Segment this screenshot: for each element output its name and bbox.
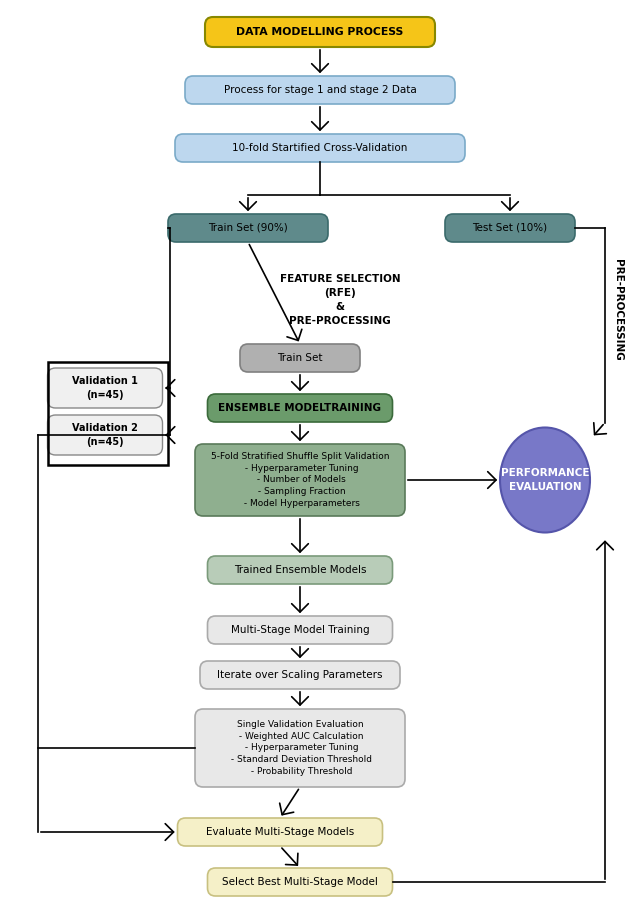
Text: Trained Ensemble Models: Trained Ensemble Models — [234, 565, 366, 575]
Text: Process for stage 1 and stage 2 Data: Process for stage 1 and stage 2 Data — [223, 85, 417, 95]
Text: Single Validation Evaluation
 - Weighted AUC Calculation
 - Hyperparameter Tunin: Single Validation Evaluation - Weighted … — [228, 720, 372, 776]
Text: PERFORMANCE
EVALUATION: PERFORMANCE EVALUATION — [500, 468, 589, 492]
FancyBboxPatch shape — [205, 17, 435, 47]
FancyBboxPatch shape — [207, 616, 392, 644]
FancyBboxPatch shape — [168, 214, 328, 242]
FancyBboxPatch shape — [175, 134, 465, 162]
Text: 5-Fold Stratified Shuffle Split Validation
 - Hyperparameter Tuning
 - Number of: 5-Fold Stratified Shuffle Split Validati… — [211, 452, 389, 508]
FancyBboxPatch shape — [200, 661, 400, 689]
Text: Train Set: Train Set — [277, 353, 323, 363]
FancyBboxPatch shape — [207, 394, 392, 422]
Text: Multi-Stage Model Training: Multi-Stage Model Training — [230, 625, 369, 635]
FancyBboxPatch shape — [177, 818, 383, 846]
FancyBboxPatch shape — [240, 344, 360, 372]
Text: Train Set (90%): Train Set (90%) — [208, 223, 288, 233]
Text: Validation 1
(n=45): Validation 1 (n=45) — [72, 377, 138, 399]
FancyBboxPatch shape — [47, 415, 163, 455]
Text: Iterate over Scaling Parameters: Iterate over Scaling Parameters — [217, 670, 383, 680]
Text: Select Best Multi-Stage Model: Select Best Multi-Stage Model — [222, 877, 378, 887]
FancyBboxPatch shape — [207, 868, 392, 896]
Text: Test Set (10%): Test Set (10%) — [472, 223, 548, 233]
Text: 10-fold Startified Cross-Validation: 10-fold Startified Cross-Validation — [232, 143, 408, 153]
FancyBboxPatch shape — [207, 556, 392, 584]
FancyBboxPatch shape — [195, 444, 405, 516]
Bar — [48, 362, 168, 465]
Text: Evaluate Multi-Stage Models: Evaluate Multi-Stage Models — [206, 827, 354, 837]
Ellipse shape — [500, 428, 590, 533]
Text: ENSEMBLE MODELTRAINING: ENSEMBLE MODELTRAINING — [218, 403, 381, 413]
FancyBboxPatch shape — [445, 214, 575, 242]
FancyBboxPatch shape — [185, 76, 455, 104]
Text: Validation 2
(n=45): Validation 2 (n=45) — [72, 423, 138, 447]
FancyBboxPatch shape — [195, 709, 405, 787]
FancyBboxPatch shape — [47, 368, 163, 408]
Text: DATA MODELLING PROCESS: DATA MODELLING PROCESS — [236, 27, 404, 37]
Text: PRE-PROCESSING: PRE-PROCESSING — [613, 260, 623, 361]
Text: FEATURE SELECTION
(RFE)
&
PRE-PROCESSING: FEATURE SELECTION (RFE) & PRE-PROCESSING — [280, 274, 400, 326]
